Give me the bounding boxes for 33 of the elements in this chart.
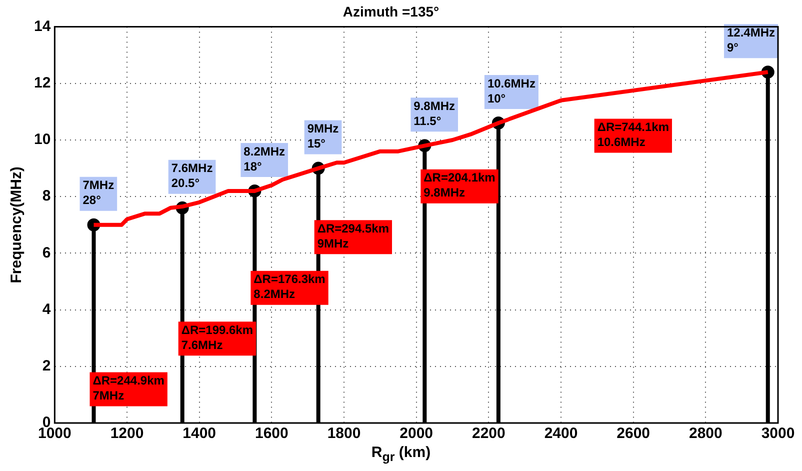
x-tick-label: 1200 (110, 425, 144, 442)
data-label: 10.6MHz 10° (487, 76, 536, 106)
data-label: 9MHz 15° (307, 122, 339, 151)
y-tick-label: 10 (34, 131, 51, 148)
x-tick-label: 1800 (327, 425, 361, 442)
data-label: 8.2MHz 18° (244, 144, 286, 174)
y-tick-label: 8 (42, 188, 51, 205)
x-axis-title: R$_{gr}$ (km) (370, 444, 432, 464)
y-tick-label: 14 (34, 18, 52, 35)
x-tick-label: 2600 (616, 425, 650, 442)
y-tick-label: 4 (42, 300, 52, 318)
annotation: ΔR=744.1km 10.6MHz (597, 120, 669, 150)
x-tick-label: 2000 (400, 425, 434, 442)
x-tick-label: 1400 (182, 425, 216, 442)
data-label: 12.4MHz 9° (726, 25, 776, 54)
data-label: 7.6MHz 20.5° (171, 161, 213, 190)
y-tick-label: 12 (34, 74, 51, 92)
annotation: ΔR=204.1km 9.8MHz (424, 170, 496, 200)
chart-title: Azimuth =135° (342, 3, 440, 20)
y-axis-title: Frequency(MHz) (8, 166, 26, 284)
annotation: ΔR=244.9km 7MHz (92, 374, 164, 403)
x-tick-label: 2400 (544, 425, 578, 442)
y-tick-label: 2 (42, 358, 51, 375)
annotation: ΔR=176.3km 8.2MHz (254, 272, 326, 302)
x-tick-label: 3000 (761, 425, 795, 442)
x-tick-label: 2800 (688, 425, 722, 442)
data-label: 7MHz 28° (82, 178, 114, 208)
y-tick-label: 6 (42, 244, 51, 262)
x-tick-label: 1600 (254, 425, 288, 442)
data-label: 9.8MHz 11.5° (414, 98, 456, 128)
annotation: ΔR=199.6km 7.6MHz (181, 322, 254, 352)
annotation: ΔR=294.5km 9MHz (317, 221, 390, 250)
x-tick-label: 2200 (472, 425, 506, 442)
